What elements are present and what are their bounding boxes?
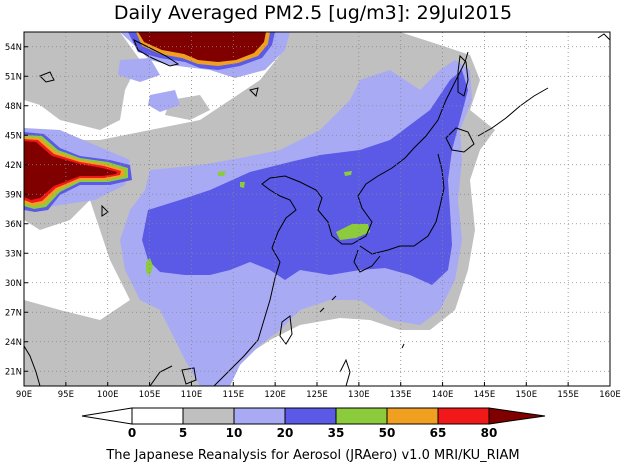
field-hotspot-north	[138, 32, 266, 62]
tick-label-lon: 160E	[599, 390, 621, 400]
field-hotspot-west	[24, 141, 117, 200]
tick-label-lat: 27N	[5, 308, 22, 318]
field-20-35-main	[142, 70, 468, 285]
field-10-20-blob	[148, 90, 180, 112]
tick-label-lat: 51N	[5, 72, 22, 82]
colorbar-label-10: 10	[226, 426, 243, 440]
coast-india	[24, 345, 41, 386]
tick-label-lon: 125E	[306, 390, 328, 400]
tick-label-lat: 21N	[5, 367, 22, 377]
colorbar-bin-20-35	[284, 407, 337, 425]
coast-taiwan	[279, 315, 293, 345]
tick-label-lon: 105E	[139, 390, 161, 400]
tick-label-lon: 120E	[264, 390, 286, 400]
colorbar-bin-5-10	[182, 407, 235, 425]
tick-label-lon: 115E	[222, 390, 244, 400]
tick-label-lat: 30N	[5, 279, 22, 289]
colorbar-bin-65-80	[437, 407, 490, 425]
field-35-50-china	[146, 258, 153, 276]
tick-label-lon: 110E	[181, 390, 203, 400]
coast-kamchatka	[597, 33, 610, 41]
longitude-axis: 90E 95E 100E 105E 110E 115E 120E 125E 130E 135E 14…	[16, 382, 621, 400]
coast-ryukyu	[319, 295, 337, 313]
tick-label-lon: 140E	[432, 390, 454, 400]
coast-lake-balkhash	[39, 71, 55, 83]
colorbar-bin-0-5	[131, 407, 184, 425]
field-35-50-dot2	[240, 182, 245, 188]
map-panel: 90E 95E 100E 105E 110E 115E 120E 125E 130E 135E 14…	[5, 31, 621, 400]
tick-label-lat: 24N	[5, 338, 22, 348]
field-35-50-dot1	[218, 171, 226, 176]
colorbar-label-20: 20	[277, 426, 294, 440]
tick-label-lon: 155E	[557, 390, 579, 400]
tick-label-lon: 130E	[348, 390, 370, 400]
tick-label-lon: 100E	[97, 390, 119, 400]
coast-hainan	[181, 367, 197, 385]
colorbar-low-arrow	[81, 407, 133, 425]
coast-sakhalin	[457, 54, 469, 97]
tick-label-lat: 54N	[5, 43, 22, 53]
figure-title: Daily Averaged PM2.5 [ug/m3]: 29Jul2015	[114, 2, 512, 24]
tick-label-lat: 33N	[5, 249, 22, 259]
figure-footer: The Japanese Reanalysis for Aerosol (JRA…	[105, 448, 519, 463]
colorbar-bin-10-20	[233, 407, 286, 425]
colorbar-label-0: 0	[128, 426, 136, 440]
field-35-50-korea	[336, 224, 370, 240]
colorbar-label-35: 35	[328, 426, 345, 440]
coast-japan-honshu	[359, 153, 445, 255]
field-35-50-dot3	[344, 171, 352, 176]
latitude-axis: 54N 51N 48N 45N 42N 39N 36N 33N 30N 27N 24N 21N	[5, 43, 28, 377]
coast-lake-baikal	[133, 38, 180, 67]
tick-label-lat: 39N	[5, 190, 22, 200]
coast-japan-kyushu	[353, 249, 381, 273]
concentration-fields	[24, 32, 495, 386]
colorbar-label-65: 65	[430, 426, 447, 440]
coastlines	[24, 33, 610, 386]
colorbar-label-80: 80	[481, 426, 498, 440]
field-5-10-southwest	[24, 300, 200, 386]
colorbar-label-50: 50	[379, 426, 396, 440]
colorbar: 0 5 10 20 35 50 65 80	[81, 407, 546, 440]
tick-label-lon: 90E	[16, 390, 32, 400]
tick-label-lon: 145E	[474, 390, 496, 400]
colorbar-bin-35-50	[335, 407, 388, 425]
tick-label-lon: 150E	[515, 390, 537, 400]
gridlines	[24, 32, 610, 386]
coast-kurils	[477, 87, 549, 137]
colorbar-label-5: 5	[179, 426, 187, 440]
coast-indochina	[149, 365, 173, 386]
coast-hokkaido	[445, 127, 475, 153]
colorbar-high-arrow	[488, 407, 546, 425]
tick-label-lat: 48N	[5, 102, 22, 112]
coast-lake-1	[101, 204, 109, 217]
colorbar-bin-50-65	[386, 407, 439, 425]
tick-label-lat: 42N	[5, 161, 22, 171]
tick-label-lat: 36N	[5, 220, 22, 230]
coast-china-korea	[213, 51, 469, 386]
coast-bonin	[401, 343, 405, 349]
tick-label-lat: 45N	[5, 131, 22, 141]
tick-label-lon: 135E	[390, 390, 412, 400]
tick-label-lon: 95E	[58, 390, 74, 400]
coast-lake-2	[249, 87, 259, 97]
coast-philippines	[339, 358, 351, 386]
